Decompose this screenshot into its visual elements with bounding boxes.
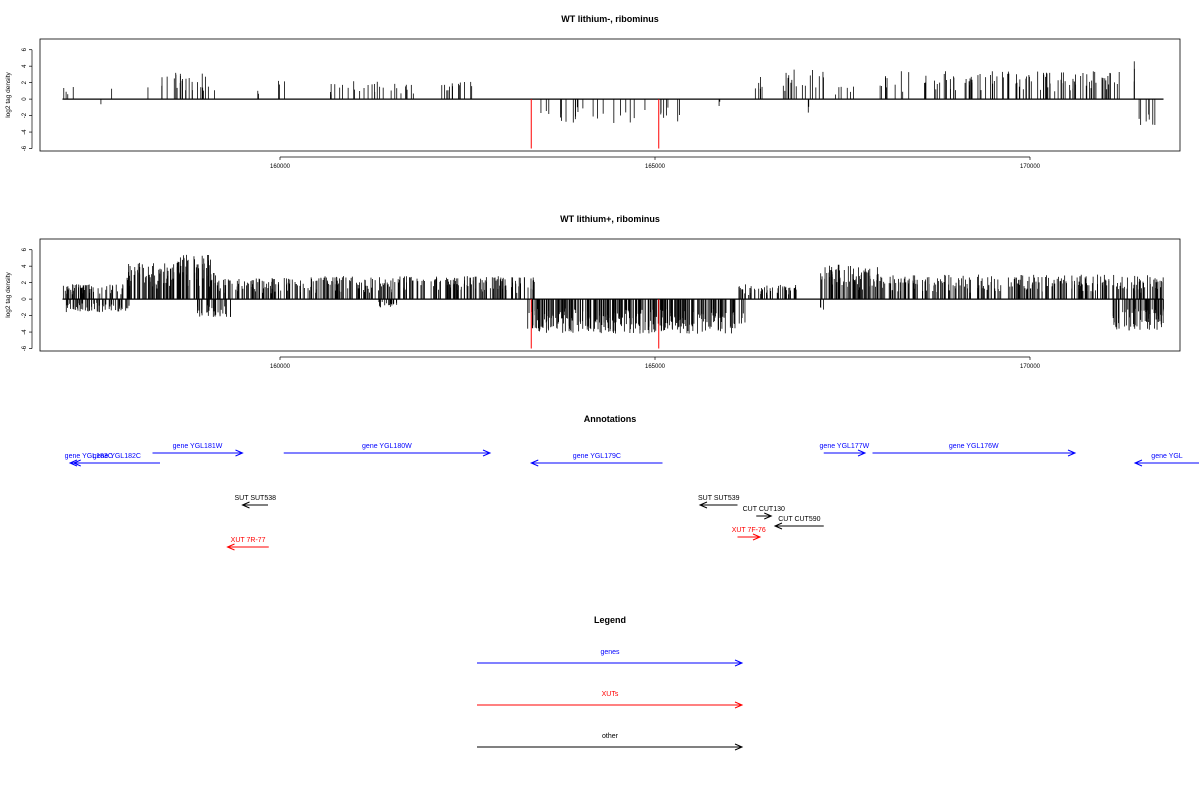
y-tick-label: -4 — [22, 129, 28, 135]
panel-title: WT lithium-, ribominus — [561, 14, 659, 24]
legend-title: Legend — [594, 615, 626, 625]
annotation-arrow — [773, 522, 824, 530]
annotation-label: gene YGL183C — [65, 453, 113, 460]
y-tick-label: 6 — [22, 47, 28, 51]
annotation-arrow — [72, 459, 160, 467]
y-tick-label: -2 — [22, 112, 28, 118]
y-tick-label: 6 — [22, 247, 28, 251]
annotation-arrow — [241, 501, 268, 509]
annotation-arrow — [477, 743, 744, 751]
density-panel-lithium-plus: WT lithium+, ribominus log2 tag density … — [5, 214, 1181, 370]
annotation-label: CUT CUT590 — [778, 516, 820, 523]
annotation-label: SUT SUT538 — [235, 495, 277, 502]
annotation-label: XUT 7R-77 — [231, 537, 266, 544]
annotation-label: XUT 7F-76 — [732, 527, 766, 534]
y-tick-label: 4 — [22, 64, 28, 68]
axes: -6 -4 -2 0 2 4 6 160000 165000 170000 — [22, 47, 1164, 170]
annotation-label: gene YGL — [1151, 453, 1183, 460]
annotation-arrow — [698, 501, 738, 509]
annotation-arrow — [1133, 459, 1199, 467]
annotation-arrow — [477, 659, 744, 667]
x-tick-label: 160000 — [270, 164, 291, 170]
annotation-label: gene YGL180W — [362, 443, 412, 450]
x-tick-label: 165000 — [645, 364, 666, 370]
annotation-arrow — [283, 449, 492, 457]
plot-frame — [39, 38, 1181, 152]
y-axis-label: log2 tag density — [5, 71, 12, 117]
annotation-arrow — [152, 449, 244, 457]
annotation-arrow — [737, 533, 762, 541]
y-tick-label: -6 — [22, 145, 28, 151]
y-tick-label: 2 — [22, 280, 28, 284]
density-bars — [63, 61, 1156, 125]
annotation-label: SUT SUT539 — [698, 495, 740, 502]
y-tick-label: 0 — [22, 297, 28, 301]
annotation-arrow — [756, 512, 773, 520]
annotation-label: gene YGL176W — [949, 443, 999, 450]
density-panel-lithium-minus: WT lithium-, ribominus log2 tag density … — [5, 14, 1181, 170]
plot-frame — [39, 238, 1181, 352]
axes: -6 -4 -2 0 2 4 6 160000 165000 170000 — [22, 247, 1164, 370]
legend-label: XUTs — [602, 691, 619, 698]
x-tick-label: 165000 — [645, 164, 666, 170]
annotation-arrow — [872, 449, 1077, 457]
y-tick-label: 0 — [22, 97, 28, 101]
legend-label: other — [602, 733, 619, 740]
annotation-label: gene YGL182C — [93, 453, 141, 460]
y-tick-label: -4 — [22, 329, 28, 335]
annotation-label: CUT CUT130 — [743, 506, 785, 513]
legend-label: genes — [600, 649, 620, 656]
y-tick-label: -6 — [22, 345, 28, 351]
y-tick-label: 2 — [22, 80, 28, 84]
annotation-arrow — [529, 459, 663, 467]
annotation-label: gene YGL177W — [820, 443, 870, 450]
x-tick-label: 170000 — [1020, 164, 1041, 170]
annotation-arrow — [226, 543, 269, 551]
legend-panel: Legend genes XUTs other — [477, 615, 744, 751]
annotations-title: Annotations — [584, 414, 637, 424]
annotation-label: gene YGL179C — [573, 453, 621, 460]
x-tick-label: 160000 — [270, 364, 291, 370]
legend-items: genes XUTs other — [477, 649, 744, 751]
panel-title: WT lithium+, ribominus — [560, 214, 660, 224]
y-tick-label: 4 — [22, 264, 28, 268]
annotation-arrow — [823, 449, 867, 457]
annotation-arrow — [477, 701, 744, 709]
density-bars — [62, 254, 1164, 334]
x-tick-label: 170000 — [1020, 364, 1041, 370]
y-tick-label: -2 — [22, 312, 28, 318]
y-axis-label: log2 tag density — [5, 271, 12, 317]
annotation-label: gene YGL181W — [173, 443, 223, 450]
